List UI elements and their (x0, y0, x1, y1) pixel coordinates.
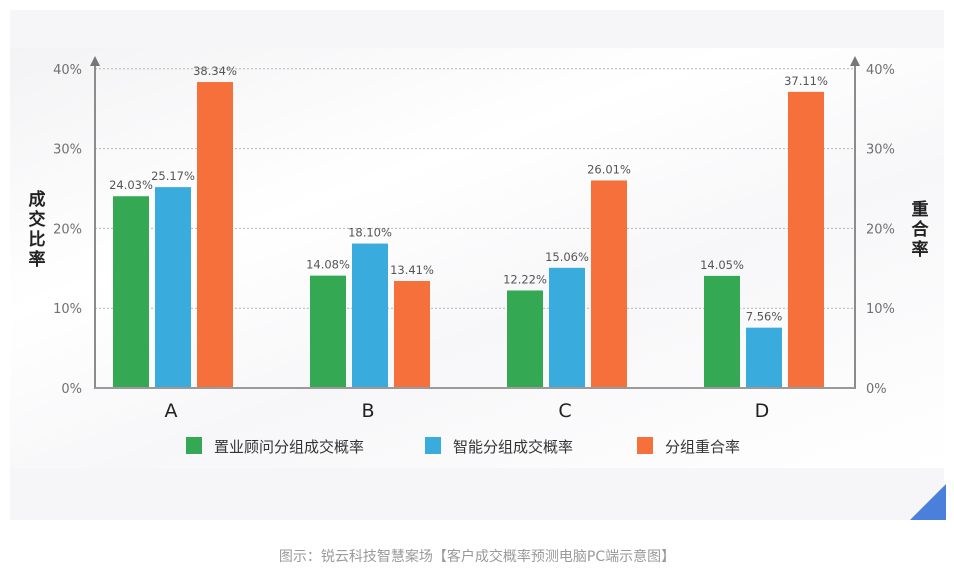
category-label: B (361, 400, 374, 422)
bar (704, 275, 740, 388)
axes (90, 56, 860, 389)
left-tick-label: 0% (61, 382, 82, 397)
legend-swatch (637, 437, 653, 454)
legend-swatch (186, 437, 202, 454)
bar (591, 180, 627, 388)
bar-value-label: 38.34% (193, 64, 237, 78)
left-axis-ticks: 0% 10% 20% 30% 40% (53, 63, 82, 397)
right-tick-label: 30% (866, 143, 895, 158)
bar (788, 91, 824, 389)
category-label: D (755, 400, 770, 422)
bar (155, 187, 191, 388)
bar (197, 82, 233, 388)
bar (746, 327, 782, 388)
bar (549, 267, 585, 388)
bar-value-label: 12.22% (503, 272, 547, 286)
bar-value-label: 25.17% (151, 169, 195, 183)
bar-value-label: 7.56% (746, 310, 783, 324)
right-tick-label: 40% (866, 63, 895, 78)
legend-label: 分组重合率 (665, 438, 740, 456)
left-tick-label: 10% (53, 302, 82, 317)
bar-value-label: 14.08% (306, 258, 350, 272)
right-axis-ticks: 0% 10% 20% 30% 40% (866, 63, 895, 397)
left-tick-label: 20% (53, 222, 82, 237)
bar-value-label: 14.05% (700, 258, 744, 272)
bar (310, 275, 346, 388)
left-axis-arrow-icon (90, 56, 100, 66)
bar-value-label: 26.01% (587, 162, 631, 176)
right-tick-label: 10% (866, 302, 895, 317)
bar (352, 243, 388, 388)
legend: 置业顾问分组成交概率 智能分组成交概率 分组重合率 (186, 437, 740, 456)
category-labels: A B C D (165, 400, 770, 422)
bar-value-label: 18.10% (348, 226, 392, 240)
right-tick-label: 20% (866, 222, 895, 237)
right-tick-label: 0% (866, 382, 887, 397)
bars: 24.03%25.17% 38.34% 14.08% 18.10% 13.41% 12.2… (109, 64, 828, 389)
bar (113, 196, 149, 388)
figure-caption: 图示：锐云科技智慧案场【客户成交概率预测电脑PC端示意图】 (278, 549, 676, 565)
category-label: A (165, 400, 178, 422)
bar-value-label: 24.03% (109, 178, 153, 192)
left-tick-label: 40% (53, 63, 82, 78)
right-axis-arrow-icon (850, 56, 860, 66)
corner-accent-icon (910, 484, 946, 520)
legend-label: 置业顾问分组成交概率 (214, 438, 364, 456)
right-axis-title: 重合率 (911, 200, 929, 260)
bar (394, 280, 430, 388)
bar-value-label: 37.11% (784, 74, 828, 88)
left-tick-label: 30% (53, 143, 82, 158)
bar-value-label: 13.41% (390, 263, 434, 277)
left-axis-title: 成交比率 (28, 190, 46, 270)
bar (507, 290, 543, 388)
legend-swatch (425, 437, 441, 454)
legend-label: 智能分组成交概率 (453, 438, 573, 456)
bar-value-label: 15.06% (545, 250, 589, 264)
category-label: C (558, 400, 571, 422)
